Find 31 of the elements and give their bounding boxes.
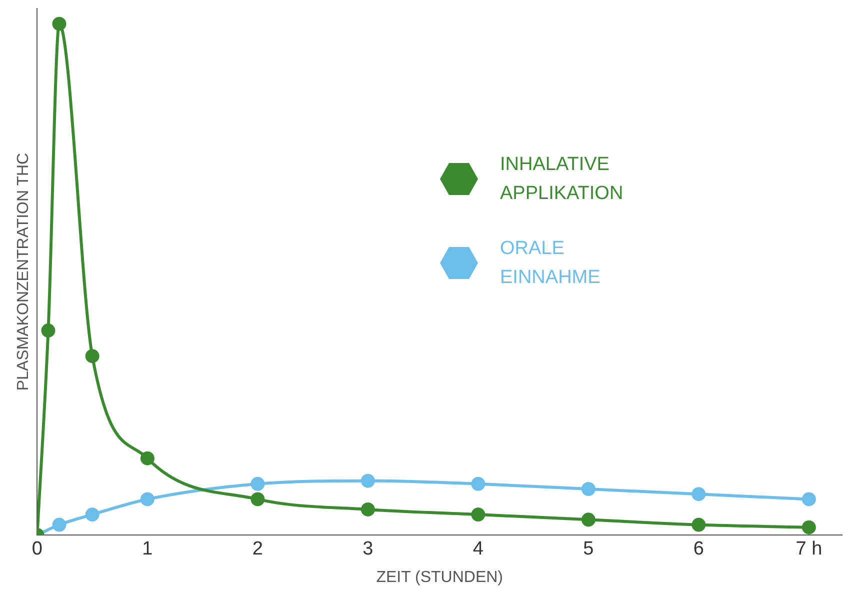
point (250, 492, 265, 506)
point (692, 487, 706, 502)
x-axis-title: ZEIT (STUNDEN) (376, 568, 504, 586)
point (52, 518, 66, 532)
x-tick-label: 3 (362, 538, 374, 560)
point (692, 518, 706, 532)
x-tick-label: 6 (693, 538, 704, 560)
point (360, 502, 375, 516)
legend-label: ORALE EINNAHME (500, 237, 602, 290)
point (140, 492, 154, 506)
point (471, 508, 486, 522)
point (802, 492, 816, 506)
point (581, 482, 596, 496)
point (85, 349, 100, 364)
point (581, 512, 596, 527)
point (41, 324, 56, 338)
x-tick-label: 2 (252, 538, 263, 560)
point (52, 16, 66, 31)
point (250, 476, 265, 491)
y-axis-title: PLASMAKONZENTRATION THC (15, 152, 32, 391)
x-tick-label: 7 h (796, 538, 822, 560)
point (471, 476, 486, 491)
point (360, 474, 375, 488)
point (85, 508, 100, 522)
x-tick-label: 5 (583, 538, 594, 560)
legend-label: INHALATIVE APPLIKATION (500, 153, 624, 206)
point (140, 451, 154, 466)
x-tick-label: 4 (472, 538, 484, 560)
x-tick-label: 0 (32, 538, 42, 560)
point (802, 520, 816, 534)
x-tick-label: 1 (142, 538, 153, 560)
